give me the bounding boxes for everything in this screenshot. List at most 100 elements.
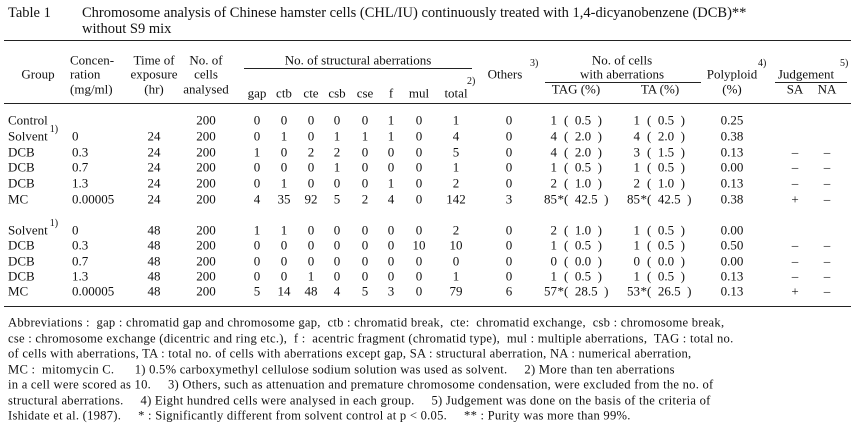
ta-cell: 85 [627,191,640,207]
aberration-cell: 1 [280,175,288,191]
ta-percent-cell: *( 42.5 ) [640,191,692,207]
polyploid-cell: 0.00 [720,159,744,175]
tag-percent-cell: ( 0.0 ) [564,253,602,269]
aberration-cell: 0 [280,144,288,160]
column-header: (%) [722,81,742,97]
ta-percent-cell: ( 0.5 ) [647,237,685,253]
column-header: csb [328,85,346,101]
aberration-cell: 0 [253,128,261,144]
column-header: (mg/ml) [70,81,113,97]
aberration-cell: 1 [333,128,341,144]
aberrations-rule [244,68,472,69]
tag-percent-cell: ( 0.5 ) [564,159,602,175]
aberration-cell: 1 [280,128,288,144]
others-cell: 0 [505,159,513,175]
ta-cell: 0 [633,253,641,269]
aberration-cell: 1 [387,112,395,128]
polyploid-cell: 0.13 [720,268,744,284]
tag-cell: 1 [550,159,558,175]
aberration-cell: 0 [415,283,423,299]
aberration-cell: 0 [253,253,261,269]
cells-with-rule [545,82,701,83]
aberration-cell: 1 [253,222,261,238]
polyploid-cell: 0.38 [720,191,744,207]
concentration-cell: 0.7 [72,253,89,269]
aberration-cell: 1 [307,268,315,284]
column-header: Others [487,66,523,82]
concentration-cell: 0.7 [72,159,89,175]
footnote: of cells with aberrations, TA : total no… [8,346,692,361]
column-header: mul [408,85,430,101]
table-label: Table 1 [8,4,51,21]
aberration-cell: 0 [333,112,341,128]
aberration-cell: 0 [333,237,341,253]
cells-cell: 200 [196,268,216,284]
footnote: cse : chromosome exchange (dicentric and… [8,331,734,346]
aberration-cell: 142 [446,191,466,207]
ta-percent-cell: ( 0.5 ) [647,112,685,128]
aberration-cell: 0 [333,253,341,269]
column-header: TA (%) [640,81,680,97]
group-cell: DCB [8,175,35,191]
column-header: (hr) [144,81,164,97]
aberration-cell: 0 [307,112,315,128]
group-cell: MC [8,283,29,299]
group-cell: DCB [8,268,35,284]
footnote-ref: 1) [49,123,59,135]
ta-cell: 1 [633,159,641,175]
aberration-cell: 0 [415,175,423,191]
column-header: Group [21,66,55,82]
others-cell: 0 [505,112,513,128]
top-rule [4,40,851,41]
column-header: analysed [183,81,229,97]
aberration-cell: 1 [452,268,460,284]
aberration-cell: 0 [307,159,315,175]
aberration-cell: 0 [361,222,369,238]
aberration-cell: 4 [387,191,395,207]
bottom-rule [4,306,851,307]
column-header: ration [70,66,101,82]
sa-cell: – [791,268,799,284]
na-cell: – [823,144,831,160]
sa-cell: – [791,159,799,175]
aberration-cell: 0 [307,222,315,238]
ta-cell: 1 [633,268,641,284]
ta-cell: 1 [633,112,641,128]
tag-cell: 85 [544,191,557,207]
tag-cell: 1 [550,112,558,128]
cells-cell: 200 [196,144,216,160]
polyploid-cell: 0.13 [720,144,744,160]
cells-cell: 200 [196,253,216,269]
column-group-header: No. of structural aberrations [284,52,432,68]
column-group-header: with aberrations [579,66,665,82]
aberration-cell: 0 [387,144,395,160]
group-cell: MC [8,191,29,207]
column-header: Judgement [777,66,835,82]
sa-cell: – [791,175,799,191]
column-header: gap [247,85,267,101]
aberration-cell: 0 [361,159,369,175]
column-header: NA [817,81,837,97]
column-header: No. of [189,52,223,68]
aberration-cell: 4 [333,283,341,299]
tag-percent-cell: ( 0.5 ) [564,268,602,284]
concentration-cell: 0 [72,128,79,144]
sa-cell: + [791,283,799,299]
ta-cell: 2 [633,175,641,191]
aberration-cell: 1 [452,159,460,175]
column-header: exposure [130,66,178,82]
aberration-cell: 5 [253,283,261,299]
table-title: without S9 mix [82,20,172,37]
aberration-cell: 1 [452,112,460,128]
footnote-ref: 3) [530,58,539,69]
cells-cell: 200 [196,222,216,238]
group-cell: Solvent [8,222,48,238]
na-cell: – [823,175,831,191]
aberration-cell: 0 [415,222,423,238]
footnote: Abbreviations : gap : chromatid gap and … [8,315,725,330]
na-cell: – [823,159,831,175]
aberration-cell: 0 [253,237,261,253]
others-cell: 0 [505,268,513,284]
aberration-cell: 1 [387,128,395,144]
tag-percent-cell: ( 2.0 ) [564,128,602,144]
